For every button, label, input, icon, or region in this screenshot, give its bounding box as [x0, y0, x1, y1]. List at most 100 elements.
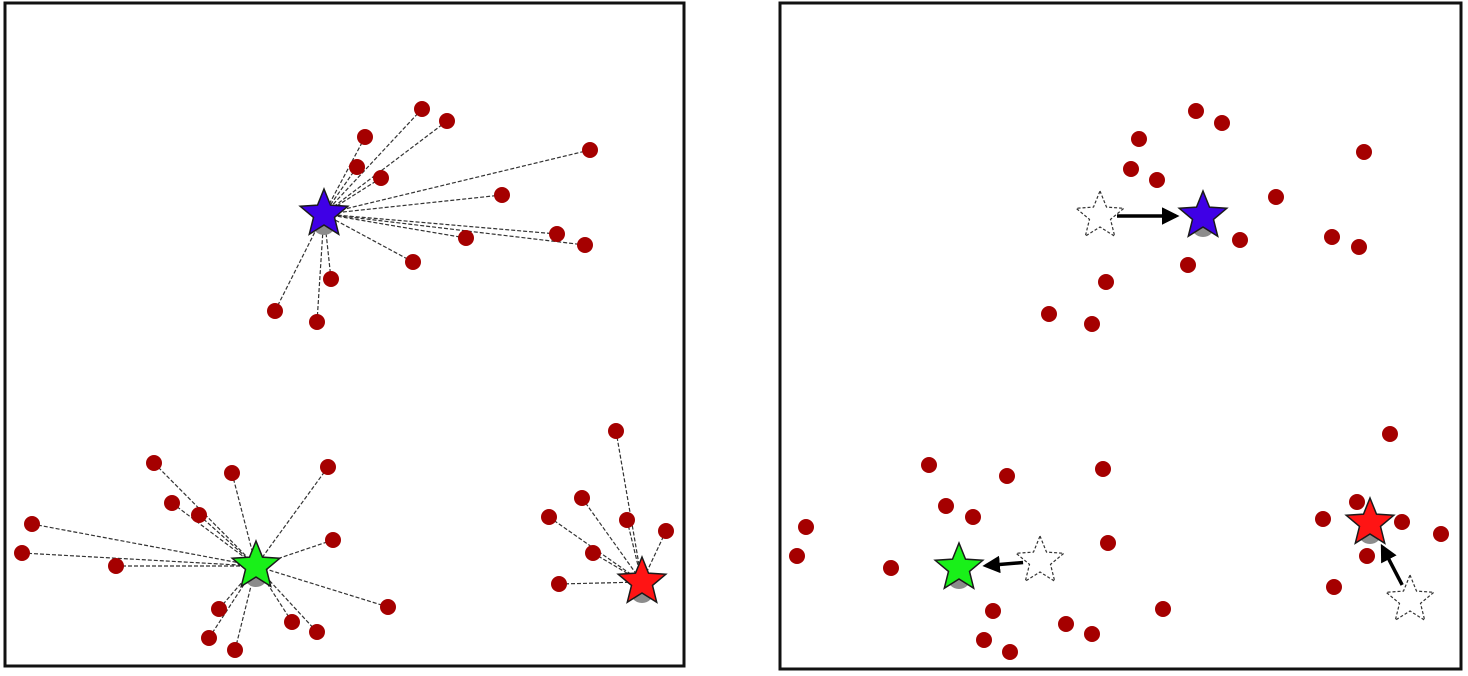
data-point: [574, 490, 590, 506]
data-point: [320, 459, 336, 475]
data-point: [1326, 579, 1342, 595]
data-point: [309, 624, 325, 640]
data-point: [201, 630, 217, 646]
assignment-link: [21, 552, 257, 567]
data-point: [549, 226, 565, 242]
assignment-link: [218, 565, 257, 610]
assignment-link: [323, 166, 358, 215]
data-point: [1084, 626, 1100, 642]
assignment-link: [641, 530, 667, 583]
data-points-layer: [14, 101, 1449, 660]
assignment-link: [626, 519, 643, 583]
data-point: [798, 519, 814, 535]
data-point: [619, 512, 635, 528]
data-point: [938, 498, 954, 514]
data-point: [1180, 257, 1196, 273]
green-centroid-star-icon: [230, 538, 282, 588]
data-point: [585, 545, 601, 561]
assignment-link: [255, 466, 329, 567]
data-point: [1394, 514, 1410, 530]
data-point: [14, 545, 30, 561]
data-point: [608, 423, 624, 439]
assignment-link: [323, 213, 558, 235]
data-point: [373, 170, 389, 186]
data-point: [1149, 172, 1165, 188]
data-point: [309, 314, 325, 330]
assignment-link: [208, 565, 257, 639]
blue-centroid-star-icon: [1177, 188, 1229, 238]
assignment-link: [31, 523, 257, 567]
assignment-link: [323, 136, 366, 215]
red-centroid-star-icon: [616, 554, 668, 604]
assignment-link: [323, 120, 448, 215]
data-point: [1100, 535, 1116, 551]
data-point: [789, 548, 805, 564]
data-point: [414, 101, 430, 117]
data-point: [227, 642, 243, 658]
update-panel-frame: [778, 1, 1463, 671]
assignment-link: [581, 497, 643, 583]
data-point: [658, 523, 674, 539]
data-point: [582, 142, 598, 158]
data-point: [1356, 144, 1372, 160]
data-point: [323, 271, 339, 287]
data-point: [1058, 616, 1074, 632]
data-point: [1315, 511, 1331, 527]
centroids-layer: [230, 186, 1436, 622]
data-point: [108, 558, 124, 574]
assignment-links-layer: [21, 108, 667, 651]
assignment-link: [323, 213, 586, 246]
assignment-link: [171, 502, 257, 567]
data-point: [1002, 644, 1018, 660]
data-point: [1084, 316, 1100, 332]
data-point: [999, 468, 1015, 484]
data-point: [380, 599, 396, 615]
blue-centroid-star-icon: [298, 186, 350, 236]
data-point: [551, 576, 567, 592]
assignment-link: [323, 213, 414, 263]
data-point: [1188, 103, 1204, 119]
data-point: [965, 509, 981, 525]
data-point: [224, 465, 240, 481]
data-point: [1382, 426, 1398, 442]
data-point: [24, 516, 40, 532]
data-point: [325, 532, 341, 548]
data-point: [921, 457, 937, 473]
data-point: [1214, 115, 1230, 131]
data-point: [985, 603, 1001, 619]
red-movement-arrow-icon: [1380, 543, 1404, 586]
data-point: [1349, 494, 1365, 510]
assignment-link: [615, 430, 643, 583]
data-point: [357, 129, 373, 145]
data-point: [1268, 189, 1284, 205]
data-point: [1041, 306, 1057, 322]
blue-previous-centroid-icon: [1074, 189, 1126, 238]
green-movement-arrow-icon: [982, 555, 1024, 574]
data-point: [1098, 274, 1114, 290]
red-previous-centroid-icon: [1384, 573, 1436, 622]
data-point: [191, 507, 207, 523]
data-point: [458, 230, 474, 246]
red-centroid-star-icon: [1344, 495, 1396, 545]
data-point: [1433, 526, 1449, 542]
data-point: [146, 455, 162, 471]
data-point: [1095, 461, 1111, 477]
data-point: [405, 254, 421, 270]
data-point: [1351, 239, 1367, 255]
green-previous-centroid-icon: [1014, 534, 1066, 583]
data-point: [494, 187, 510, 203]
data-point: [1131, 131, 1147, 147]
assignment-link: [255, 565, 389, 608]
data-point: [284, 614, 300, 630]
assignment-link: [592, 552, 643, 583]
data-point: [1155, 601, 1171, 617]
data-point: [267, 303, 283, 319]
data-point: [1359, 548, 1375, 564]
data-point: [976, 632, 992, 648]
data-point: [211, 601, 227, 617]
data-point: [1123, 161, 1139, 177]
green-centroid-star-icon: [933, 540, 985, 590]
data-point: [1232, 232, 1248, 248]
data-point: [577, 237, 593, 253]
